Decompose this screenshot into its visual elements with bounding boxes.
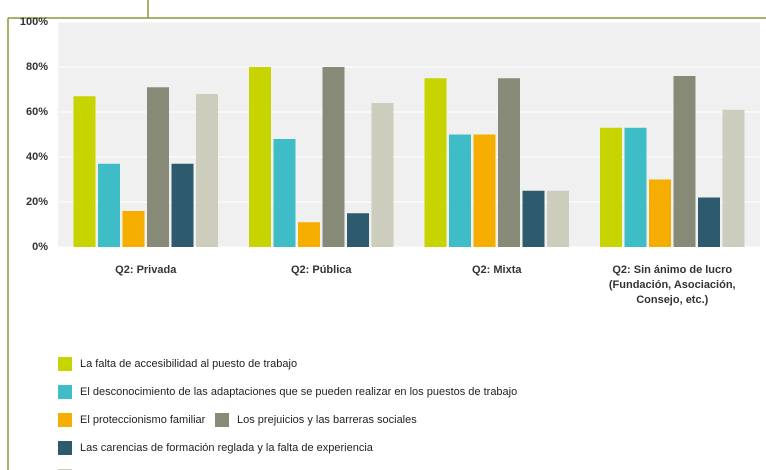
legend-label: La falta de accesibilidad al puesto de t… [80, 358, 298, 370]
bar [449, 134, 471, 247]
legend-label: El proteccionismo familiar [80, 414, 206, 426]
bar [73, 96, 96, 247]
bar [196, 94, 218, 247]
x-tick-label: Q2: Privada [115, 264, 177, 276]
y-tick-label: 60% [26, 106, 48, 118]
legend-label: Los prejuicios y las barreras sociales [237, 414, 417, 426]
y-tick-label: 40% [26, 151, 48, 163]
bar [624, 127, 647, 247]
bar [249, 67, 271, 247]
y-tick-label: 80% [26, 61, 48, 73]
x-tick-label: Q2: Sin ánimo de lucro (Fundación, Asoci… [608, 264, 736, 306]
bar [600, 127, 622, 247]
legend-swatch [58, 357, 72, 371]
bar [473, 134, 496, 247]
bar [171, 163, 194, 247]
y-tick-label: 100% [20, 16, 48, 28]
legend-swatch [215, 413, 229, 427]
bar [673, 76, 696, 247]
legend-swatch [58, 413, 72, 427]
legend-label: Las carencias de formación reglada y la … [80, 442, 373, 454]
bar [522, 190, 545, 247]
bar [347, 213, 369, 247]
legend-label: El desconocimiento de las adaptaciones q… [80, 386, 518, 398]
legend-swatch [58, 441, 72, 455]
bar [147, 87, 169, 247]
y-tick-label: 20% [26, 196, 48, 208]
legend-swatch [58, 385, 72, 399]
x-tick-label: Q2: Mixta [471, 264, 522, 276]
bar [547, 190, 569, 247]
bar [122, 211, 145, 247]
bar [424, 78, 447, 247]
bar [649, 179, 671, 247]
bar [322, 67, 345, 247]
bar [273, 139, 296, 247]
x-tick-label: Q2: Pública [290, 264, 352, 276]
y-tick-label: 0% [32, 241, 48, 253]
bar [298, 222, 320, 247]
bar [698, 197, 720, 247]
bar [98, 163, 120, 247]
bar [722, 109, 745, 247]
bar [498, 78, 520, 247]
bar [371, 103, 394, 247]
